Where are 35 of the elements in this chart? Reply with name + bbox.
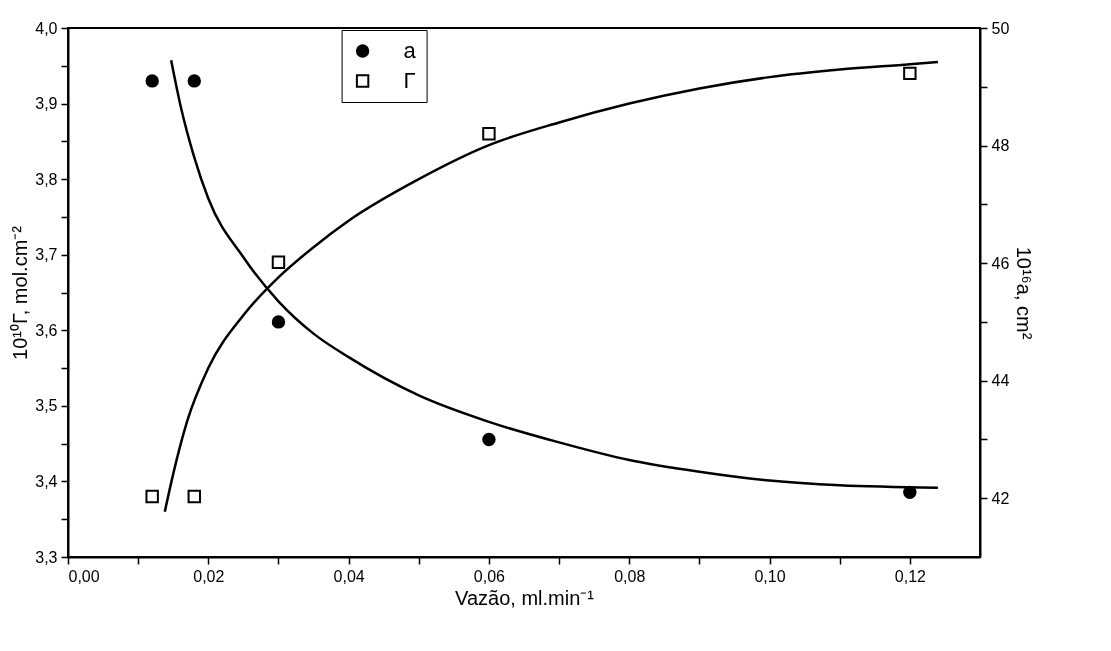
- x-tick-label: 0,08: [614, 567, 646, 585]
- y-tick-label: 3,3: [35, 548, 58, 566]
- x-tick-label: 0,04: [333, 567, 365, 585]
- y-tick-label: 3,9: [35, 95, 58, 113]
- point: [145, 489, 159, 504]
- x-tick-label: 0,02: [193, 567, 225, 585]
- y-tick-label: 4,0: [35, 19, 58, 37]
- y2-tick-label: 50: [991, 19, 1010, 37]
- point: [903, 66, 917, 81]
- y2-tick-label: 46: [991, 254, 1010, 272]
- x-tick-label: 0,12: [894, 567, 927, 585]
- point: [903, 485, 917, 500]
- point: [145, 74, 159, 88]
- legend-label: a: [403, 38, 417, 63]
- x-axis-title: Vazão, ml.min⁻¹: [455, 586, 595, 609]
- y-tick-label: 3,7: [35, 246, 58, 264]
- y-axis-title: 10¹⁰Γ, mol.cm⁻²: [9, 225, 32, 360]
- point: [271, 255, 286, 269]
- y-tick-label: 3,8: [35, 170, 58, 188]
- y2-axis-title: 10¹⁶a, cm²: [1013, 246, 1036, 340]
- point: [482, 432, 496, 447]
- y2-tick-label: 44: [991, 372, 1010, 390]
- y-tick-label: 3,5: [35, 397, 58, 415]
- y-tick-label: 3,6: [35, 321, 58, 339]
- x-tick-label: 0,06: [473, 567, 506, 585]
- x-tick-label: 0,00: [68, 567, 100, 585]
- x-tick-label: 0,10: [754, 567, 786, 585]
- point: [187, 74, 201, 88]
- y2-tick-label: 48: [991, 137, 1010, 155]
- point: [271, 315, 286, 329]
- y2-tick-label: 42: [991, 489, 1010, 507]
- point: [187, 489, 201, 504]
- y-tick-label: 3,4: [35, 472, 58, 490]
- legend-label: Γ: [403, 68, 416, 93]
- point: [482, 127, 496, 141]
